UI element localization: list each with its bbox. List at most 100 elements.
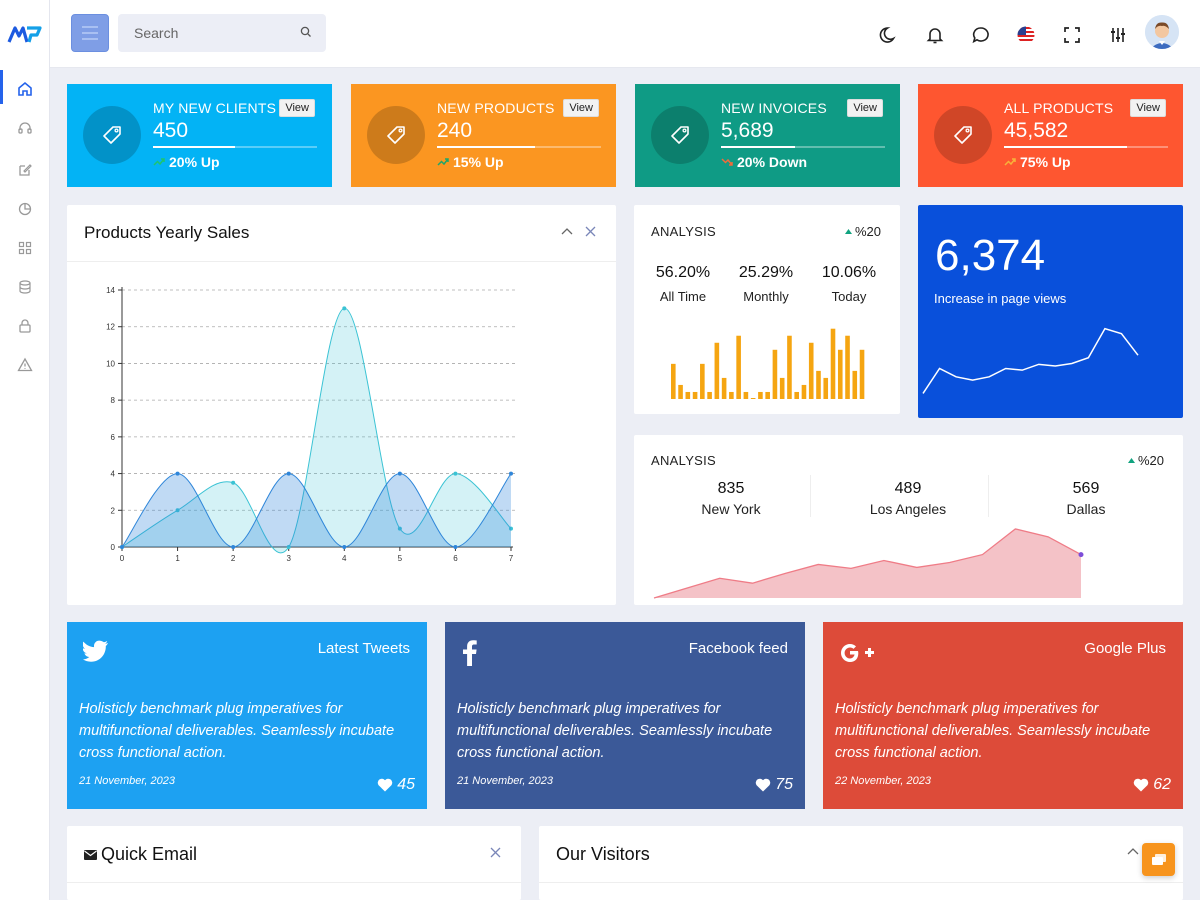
sidebar-item-home[interactable] — [15, 79, 35, 99]
sidebar-item-apps[interactable] — [15, 238, 35, 258]
point-data2[interactable] — [342, 545, 347, 549]
stat-label: ALL PRODUCTS — [1004, 100, 1114, 116]
spark-bar — [707, 391, 712, 399]
stat-icon-circle — [934, 106, 992, 164]
menu-icon-line — [82, 32, 98, 34]
close-icon[interactable] — [585, 226, 596, 237]
social-card-facebook: Facebook feed Holisticly benchmark plug … — [445, 622, 805, 809]
spark-bar — [823, 377, 829, 399]
dark-mode-button[interactable] — [878, 24, 900, 46]
grid-icon — [18, 241, 32, 255]
sidebar-item-database[interactable] — [15, 277, 35, 297]
spark-bar — [845, 335, 850, 399]
likes-count: 75 — [775, 776, 793, 793]
sidebar-item-alerts[interactable] — [15, 355, 35, 375]
point-data1[interactable] — [342, 306, 347, 311]
stat-today-label: Today — [831, 289, 867, 304]
view-button[interactable]: View — [279, 99, 315, 117]
point-data1[interactable] — [175, 508, 180, 513]
spark-bar — [714, 342, 720, 399]
cities-line — [653, 528, 1082, 599]
user-avatar-icon — [1145, 15, 1179, 49]
facebook-icon[interactable] — [463, 640, 477, 666]
twitter-icon[interactable] — [83, 640, 109, 662]
stat-card-clients: MY NEW CLIENTS 450 20% Up View — [67, 84, 332, 187]
spark-bar — [700, 363, 705, 399]
social-likes[interactable]: 75 — [755, 776, 793, 794]
y-tick-label: 10 — [106, 359, 115, 368]
point-data1[interactable] — [453, 471, 458, 476]
page-views-panel: 6,374 Increase in page views — [918, 205, 1183, 418]
social-date: 22 November, 2023 — [835, 775, 932, 787]
point-data2[interactable] — [509, 471, 513, 476]
lock-icon — [19, 319, 31, 333]
tag-icon — [954, 126, 972, 144]
trend-up-icon — [153, 158, 165, 166]
stat-progress-bar — [153, 146, 317, 148]
sidebar — [0, 0, 50, 900]
sidebar-item-security[interactable] — [15, 316, 35, 336]
point-data1[interactable] — [509, 526, 513, 531]
customizer-fab-button[interactable] — [1142, 843, 1175, 876]
settings-button[interactable] — [1107, 24, 1129, 46]
search-icon[interactable] — [300, 26, 312, 38]
sidebar-item-charts[interactable] — [15, 199, 35, 219]
google-plus-icon[interactable] — [839, 640, 877, 666]
social-card-google-plus: Google Plus Holisticly benchmark plug im… — [823, 622, 1183, 809]
messages-button[interactable] — [970, 24, 992, 46]
page-views-label: Increase in page views — [934, 291, 1067, 306]
view-button[interactable]: View — [563, 99, 599, 117]
point-data1[interactable] — [397, 526, 402, 531]
view-button[interactable]: View — [847, 99, 883, 117]
heart-icon — [377, 778, 393, 792]
spark-bar — [750, 398, 756, 399]
spark-bar — [729, 391, 734, 399]
analysis-title: ANALYSIS — [651, 224, 717, 239]
point-data1[interactable] — [286, 545, 291, 549]
chat-bubble-icon — [1151, 853, 1166, 865]
user-avatar[interactable] — [1145, 15, 1179, 49]
page-views-value: 6,374 — [935, 231, 1046, 280]
notifications-button[interactable] — [924, 24, 946, 46]
edit-icon — [19, 164, 32, 176]
stat-icon-circle — [367, 106, 425, 164]
y-tick-label: 0 — [111, 543, 116, 552]
social-title: Facebook feed — [688, 640, 788, 657]
panel-divider — [67, 882, 521, 883]
stat-trend-text: 20% Up — [169, 154, 220, 170]
point-data2[interactable] — [453, 545, 458, 549]
spark-bar — [721, 377, 727, 399]
pie-chart-icon — [18, 202, 32, 216]
fullscreen-button[interactable] — [1061, 24, 1083, 46]
collapse-icon[interactable] — [561, 227, 573, 237]
point-data2[interactable] — [286, 471, 291, 476]
menu-icon — [82, 26, 98, 28]
search-input[interactable] — [134, 25, 294, 41]
close-icon[interactable] — [490, 847, 501, 858]
point-data2[interactable] — [397, 471, 402, 476]
menu-toggle-button[interactable] — [71, 14, 109, 52]
point-data2[interactable] — [120, 545, 124, 549]
view-button[interactable]: View — [1130, 99, 1166, 117]
y-tick-label: 8 — [111, 396, 116, 405]
logo-icon[interactable] — [7, 22, 43, 46]
stat-value: 45,582 — [1004, 119, 1069, 142]
cities-last-point[interactable] — [1078, 552, 1084, 558]
social-likes[interactable]: 62 — [1133, 776, 1171, 794]
analysis-change-value: %20 — [855, 224, 882, 239]
language-button[interactable] — [1015, 24, 1037, 46]
sidebar-item-edit[interactable] — [15, 160, 35, 180]
spark-bar — [692, 391, 698, 399]
stat-value: 450 — [153, 119, 189, 142]
social-likes[interactable]: 45 — [377, 776, 415, 794]
spark-bar — [743, 391, 749, 399]
point-data2[interactable] — [175, 471, 180, 476]
sidebar-item-support[interactable] — [15, 118, 35, 138]
x-tick-label: 5 — [398, 554, 403, 563]
collapse-icon[interactable] — [1127, 847, 1139, 857]
point-data2[interactable] — [231, 545, 236, 549]
point-data1[interactable] — [231, 480, 236, 485]
menu-icon-line — [82, 38, 98, 40]
top-header — [50, 0, 1200, 68]
